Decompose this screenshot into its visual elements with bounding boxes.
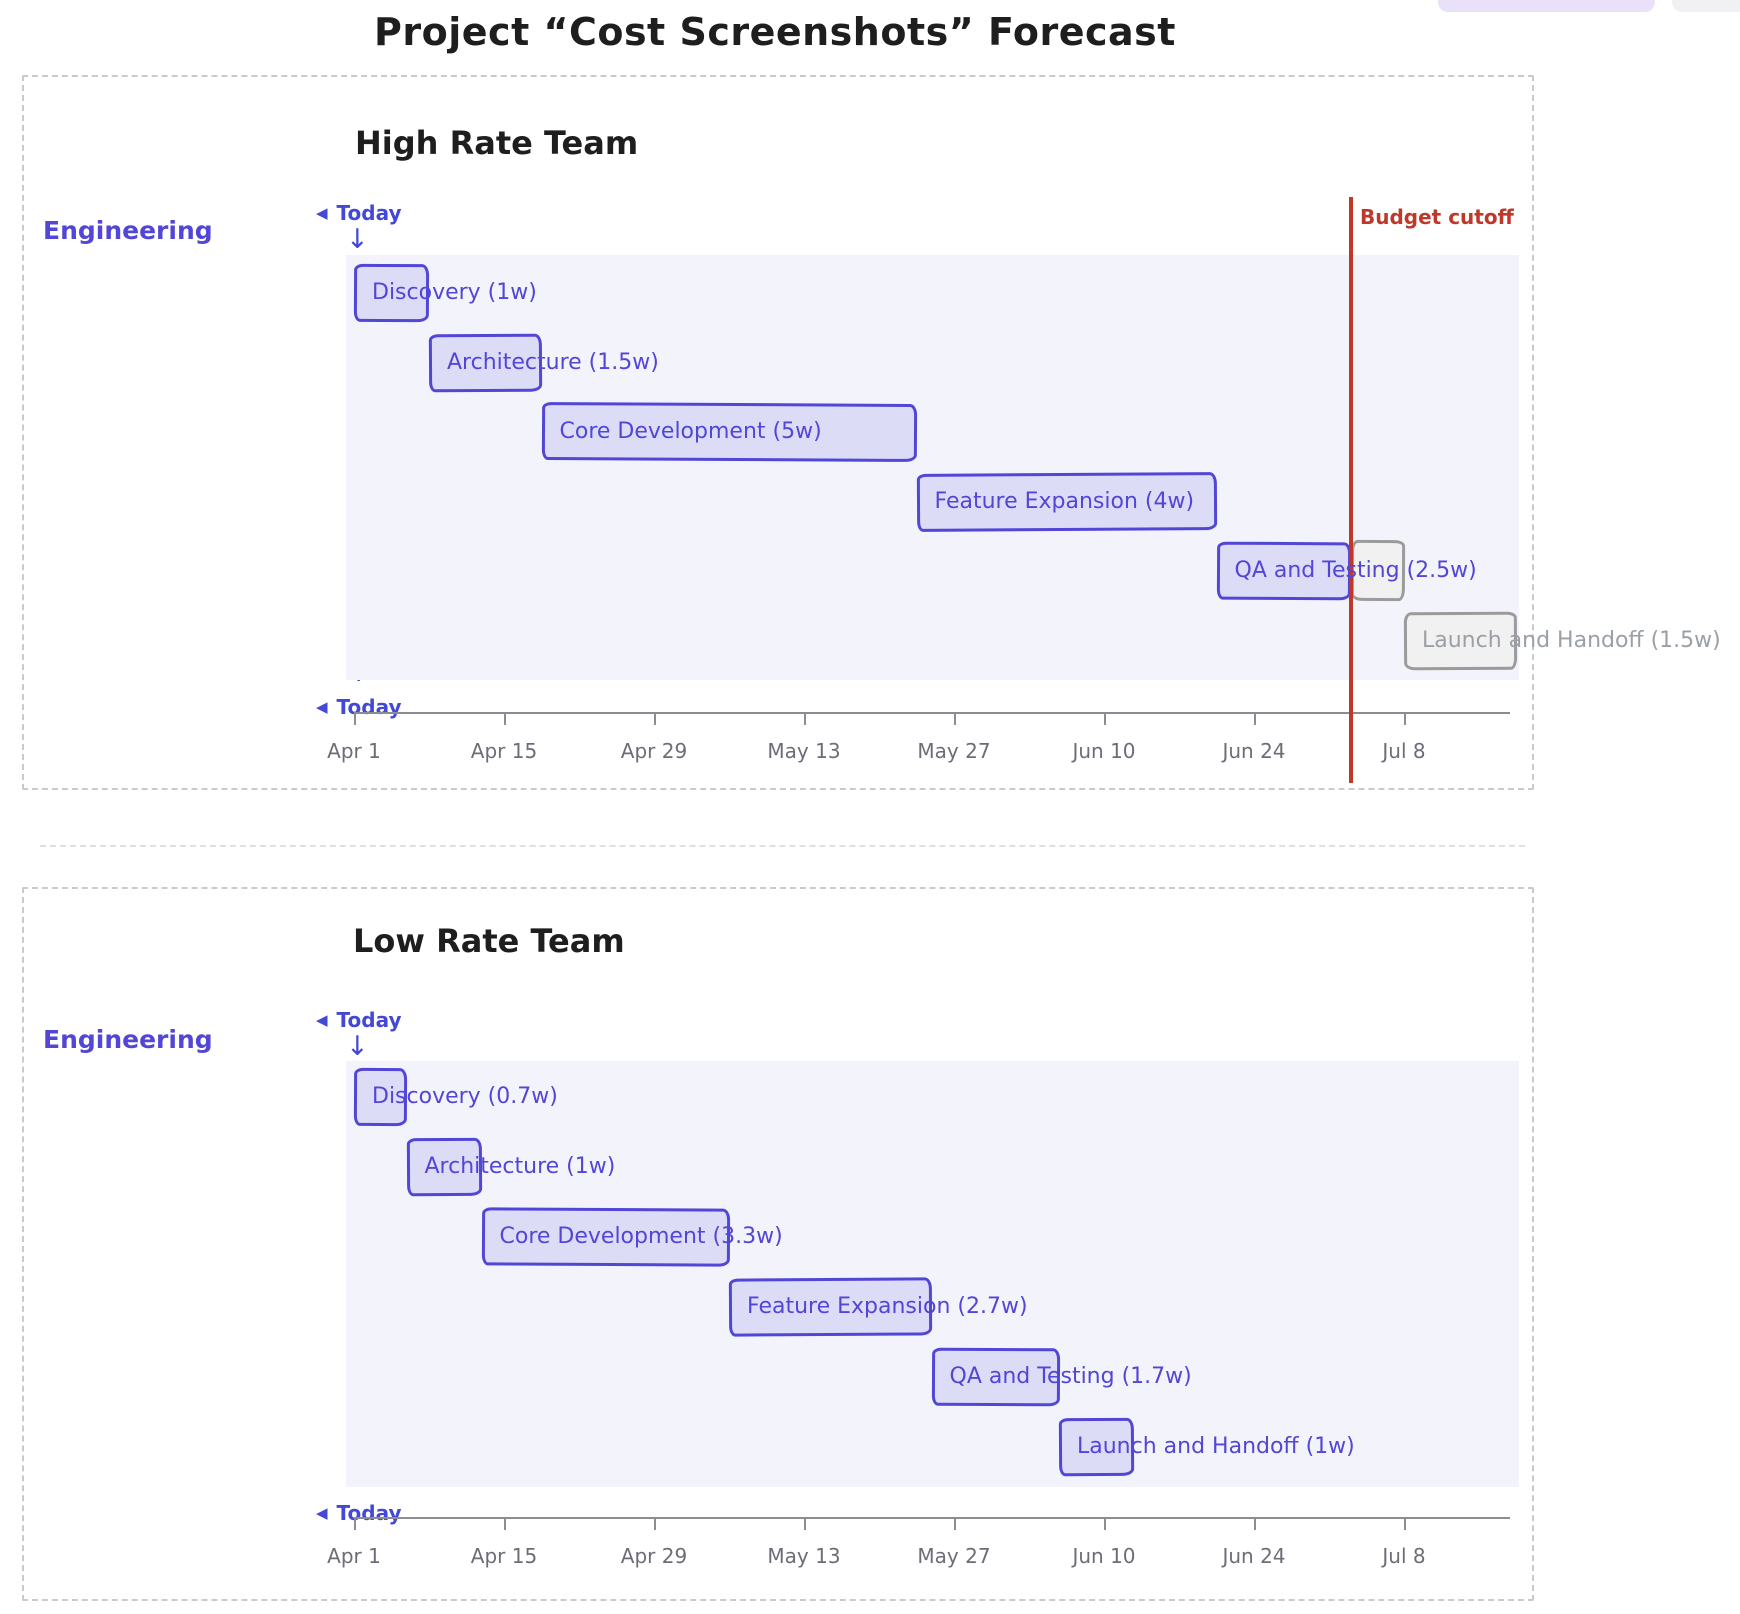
today-left-triangle-icon: ◀ <box>316 1503 328 1522</box>
x-axis-tick-label: May 27 <box>917 739 991 763</box>
today-label: Today <box>336 201 402 225</box>
down-arrow-icon: ↓ <box>346 224 369 255</box>
x-axis-tick <box>504 1517 506 1530</box>
x-axis-tick-label: May 13 <box>767 1544 841 1568</box>
task-bar <box>1058 1417 1135 1477</box>
task-bar <box>931 1347 1060 1407</box>
x-axis-tick-label: Apr 15 <box>470 739 538 763</box>
x-axis-tick <box>654 712 656 725</box>
x-axis-tick-label: Apr 1 <box>327 739 381 763</box>
x-axis-tick <box>1254 712 1256 725</box>
today-marker-bottom-low: ◀ Today <box>316 1501 402 1525</box>
x-axis-tick-label: May 13 <box>767 739 841 763</box>
x-axis-tick <box>354 712 356 725</box>
chart-title-low-rate: Low Rate Team <box>353 922 625 960</box>
task-bar <box>1216 541 1351 601</box>
budget-cutoff-line <box>1349 197 1353 783</box>
x-axis-line <box>354 712 1510 714</box>
today-label: Today <box>336 695 402 719</box>
x-axis-line <box>354 1517 1510 1519</box>
x-axis-tick <box>504 712 506 725</box>
task-bar <box>728 1277 932 1337</box>
x-axis-tick <box>354 1517 356 1530</box>
page-title: Project “Cost Screenshots” Forecast <box>374 10 1176 54</box>
task-bar <box>406 1137 482 1197</box>
chart-plot-area <box>346 255 1519 680</box>
today-marker-bottom-high: ◀ Today <box>316 695 402 719</box>
today-left-triangle-icon: ◀ <box>316 1010 328 1029</box>
today-label: Today <box>336 1008 402 1032</box>
today-marker-top-low: ◀ Today <box>316 1008 402 1032</box>
task-bar <box>1403 611 1517 670</box>
x-axis-tick <box>954 1517 956 1530</box>
x-axis-tick-label: Jun 10 <box>1072 1544 1136 1568</box>
top-right-pill-purple[interactable] <box>1438 0 1655 12</box>
today-left-triangle-icon: ◀ <box>316 697 328 716</box>
task-bar <box>353 263 430 323</box>
x-axis-tick-label: Jul 8 <box>1382 1544 1426 1568</box>
x-axis-tick <box>1404 1517 1406 1530</box>
x-axis-tick-label: Jun 24 <box>1222 739 1286 763</box>
section-label-engineering-high: Engineering <box>43 216 213 245</box>
x-axis-tick <box>1104 712 1106 725</box>
section-label-engineering-low: Engineering <box>43 1025 213 1054</box>
task-bar <box>353 1067 407 1127</box>
x-axis-tick-label: Jun 24 <box>1222 1544 1286 1568</box>
task-bar <box>916 471 1217 532</box>
x-axis-tick <box>1404 712 1406 725</box>
x-axis-tick <box>954 712 956 725</box>
x-axis-tick <box>654 1517 656 1530</box>
x-axis-tick <box>804 1517 806 1530</box>
high-rate-panel <box>22 75 1534 790</box>
top-right-pill-gray[interactable] <box>1672 0 1740 12</box>
x-axis-tick-label: Jun 10 <box>1072 739 1136 763</box>
today-label: Today <box>336 1501 402 1525</box>
task-bar <box>428 333 542 392</box>
x-axis-tick-label: Apr 29 <box>620 739 688 763</box>
task-bar-after-cutoff <box>1351 539 1406 602</box>
task-bar <box>481 1207 730 1267</box>
task-bar <box>541 402 917 462</box>
x-axis-tick-label: Jul 8 <box>1382 739 1426 763</box>
today-marker-top-high: ◀ Today <box>316 201 402 225</box>
budget-cutoff-label: Budget cutoff <box>1360 205 1514 229</box>
x-axis-tick <box>804 712 806 725</box>
panel-separator <box>40 845 1525 847</box>
down-arrow-icon: ↓ <box>346 1031 369 1062</box>
x-axis-tick-label: Apr 29 <box>620 1544 688 1568</box>
chart-plot-area <box>346 1061 1519 1487</box>
x-axis-tick-label: Apr 15 <box>470 1544 538 1568</box>
low-rate-panel <box>22 887 1534 1601</box>
x-axis-tick-label: May 27 <box>917 1544 991 1568</box>
x-axis-tick <box>1104 1517 1106 1530</box>
chart-title-high-rate: High Rate Team <box>355 124 639 162</box>
x-axis-tick-label: Apr 1 <box>327 1544 381 1568</box>
x-axis-tick <box>1254 1517 1256 1530</box>
today-left-triangle-icon: ◀ <box>316 203 328 222</box>
